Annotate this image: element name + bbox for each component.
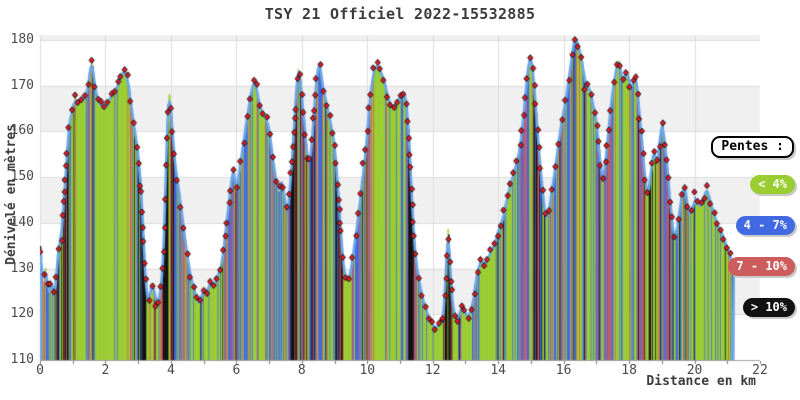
x-tick-label: 6 — [232, 363, 241, 378]
y-tick-label: 120 — [10, 306, 34, 322]
y-tick-label: 180 — [10, 32, 34, 47]
slope-legend-title: Pentes : — [711, 136, 794, 158]
y-tick-label: 170 — [10, 77, 34, 93]
x-tick-label: 2 — [101, 363, 110, 378]
x-tick-label: 16 — [555, 363, 572, 378]
x-tick-label: 22 — [752, 363, 768, 378]
chart-title: TSY 21 Officiel 2022-15532885 — [264, 5, 536, 23]
x-tick-label: 18 — [621, 363, 637, 378]
y-tick-label: 160 — [10, 123, 34, 139]
y-axis-title: Dénivelé en mètres — [4, 124, 19, 265]
legend-badge-0[interactable]: < 4% — [750, 175, 795, 194]
x-tick-label: 12 — [424, 363, 441, 378]
y-tick-label: 130 — [10, 260, 34, 276]
legend-badge-3[interactable]: > 10% — [742, 298, 795, 317]
y-tick-label: 110 — [10, 352, 34, 367]
x-tick-label: 20 — [686, 363, 703, 378]
legend-badge-1[interactable]: 4 - 7% — [735, 216, 795, 235]
x-axis-title: Distance en km — [646, 374, 756, 389]
x-tick-label: 10 — [359, 363, 376, 378]
x-tick-label: 0 — [36, 363, 44, 378]
legend-badge-2[interactable]: 7 - 10% — [728, 257, 795, 276]
slope-legend-title-text: Pentes : — [721, 139, 784, 154]
x-tick-label: 14 — [490, 363, 506, 378]
y-tick-label: 150 — [10, 169, 34, 185]
y-tick-label: 140 — [10, 214, 34, 230]
x-tick-label: 8 — [297, 363, 306, 378]
x-tick-label: 4 — [166, 363, 175, 378]
